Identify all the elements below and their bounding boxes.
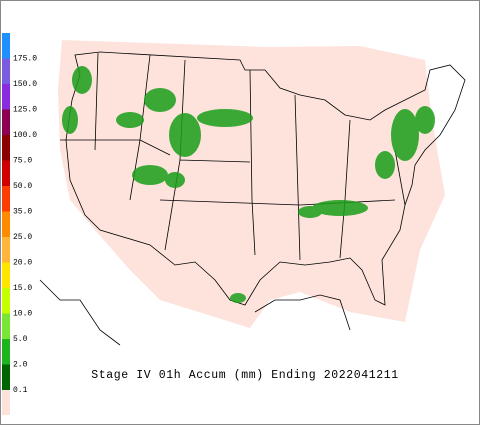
legend-swatch bbox=[2, 58, 10, 84]
legend-label: 20.0 bbox=[13, 259, 32, 268]
legend-swatch bbox=[2, 109, 10, 135]
legend-swatch bbox=[2, 262, 10, 288]
legend-label: 5.0 bbox=[13, 335, 28, 344]
legend-swatch bbox=[2, 135, 10, 161]
legend: 175.0 150.0 125.0 100.0 75.0 50.0 35.0 25.0 20.0… bbox=[2, 33, 37, 415]
legend-label: 0.1 bbox=[13, 386, 28, 395]
legend-label: 75.0 bbox=[13, 157, 32, 166]
legend-swatch bbox=[2, 313, 10, 339]
legend-label: 125.0 bbox=[13, 106, 37, 115]
legend-swatch bbox=[2, 390, 10, 415]
precip-areas bbox=[62, 66, 435, 303]
legend-label: 25.0 bbox=[13, 233, 32, 242]
legend-swatch bbox=[2, 33, 10, 59]
legend-swatch bbox=[2, 160, 10, 186]
legend-swatch bbox=[2, 288, 10, 314]
legend-swatch bbox=[2, 237, 10, 263]
legend-swatch bbox=[2, 84, 10, 110]
legend-swatch bbox=[2, 186, 10, 212]
legend-swatch bbox=[2, 364, 10, 390]
legend-label: 175.0 bbox=[13, 55, 37, 64]
legend-label: 35.0 bbox=[13, 208, 32, 217]
legend-swatch bbox=[2, 339, 10, 365]
legend-label: 10.0 bbox=[13, 310, 32, 319]
legend-label: 50.0 bbox=[13, 182, 32, 191]
legend-label: 2.0 bbox=[13, 361, 28, 370]
boundaries bbox=[39, 51, 466, 346]
caption: Stage IV 01h Accum (mm) Ending 202204121… bbox=[91, 369, 399, 382]
legend-label: 150.0 bbox=[13, 80, 37, 89]
legend-swatch bbox=[2, 211, 10, 237]
legend-label: 100.0 bbox=[13, 131, 37, 140]
legend-label: 15.0 bbox=[13, 284, 32, 293]
